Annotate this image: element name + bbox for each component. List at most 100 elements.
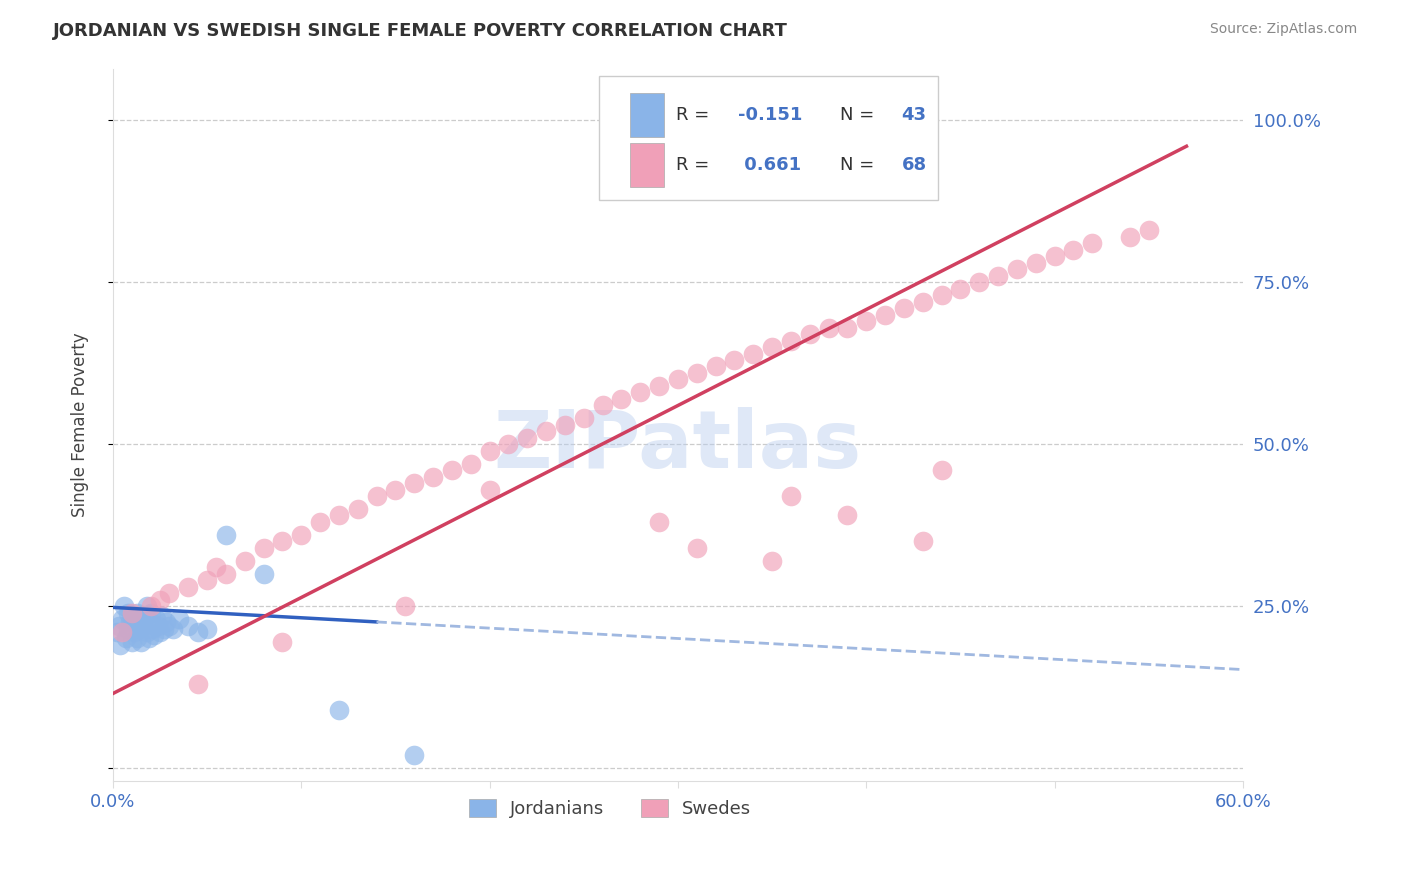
Point — [404, 748, 426, 763]
Point — [252, 541, 274, 555]
Point — [1119, 230, 1142, 244]
Point — [145, 612, 167, 626]
Point — [157, 586, 180, 600]
Point — [271, 634, 294, 648]
Text: R =: R = — [676, 156, 714, 174]
Point — [384, 483, 406, 497]
Bar — [630, 143, 665, 186]
Point — [422, 469, 444, 483]
Point — [111, 612, 134, 626]
Point — [122, 625, 145, 640]
Point — [516, 431, 538, 445]
Text: N =: N = — [839, 106, 880, 124]
Point — [686, 366, 709, 380]
Point — [1005, 262, 1028, 277]
Point — [132, 618, 155, 632]
Point — [252, 566, 274, 581]
Point — [135, 625, 157, 640]
Point — [592, 398, 614, 412]
Point — [177, 618, 200, 632]
Point — [139, 599, 162, 614]
Point — [780, 489, 803, 503]
Point — [177, 580, 200, 594]
Point — [911, 534, 934, 549]
Y-axis label: Single Female Poverty: Single Female Poverty — [72, 333, 89, 517]
Point — [129, 612, 152, 626]
Point — [149, 625, 172, 640]
Text: JORDANIAN VS SWEDISH SINGLE FEMALE POVERTY CORRELATION CHART: JORDANIAN VS SWEDISH SINGLE FEMALE POVER… — [53, 22, 789, 40]
Text: 68: 68 — [901, 156, 927, 174]
Point — [949, 282, 972, 296]
Text: Source: ZipAtlas.com: Source: ZipAtlas.com — [1209, 22, 1357, 37]
Text: 0.661: 0.661 — [738, 156, 801, 174]
Point — [187, 625, 209, 640]
Point — [761, 340, 783, 354]
Text: R =: R = — [676, 106, 714, 124]
Point — [723, 353, 745, 368]
Point — [117, 606, 139, 620]
Point — [155, 615, 177, 630]
Point — [837, 508, 859, 523]
Point — [648, 515, 671, 529]
Point — [128, 622, 150, 636]
Point — [111, 625, 134, 640]
Point — [149, 592, 172, 607]
Point — [460, 457, 482, 471]
Point — [124, 615, 146, 630]
Point — [127, 606, 149, 620]
Point — [742, 346, 765, 360]
Point — [117, 622, 139, 636]
Point — [139, 615, 162, 630]
Point — [134, 608, 156, 623]
Point — [666, 372, 689, 386]
Text: -0.151: -0.151 — [738, 106, 803, 124]
Point — [837, 320, 859, 334]
Point — [1137, 223, 1160, 237]
Point — [205, 560, 228, 574]
Point — [121, 608, 143, 623]
Point — [138, 632, 160, 646]
Point — [167, 612, 190, 626]
FancyBboxPatch shape — [599, 76, 938, 201]
Point — [118, 615, 141, 630]
Point — [875, 308, 897, 322]
Point — [135, 599, 157, 614]
Point — [187, 677, 209, 691]
Point — [328, 703, 350, 717]
Point — [478, 443, 501, 458]
Point — [105, 625, 128, 640]
Point — [572, 411, 595, 425]
Point — [534, 424, 557, 438]
Point — [1043, 249, 1066, 263]
Point — [686, 541, 709, 555]
Point — [817, 320, 839, 334]
Point — [328, 508, 350, 523]
Point — [780, 334, 803, 348]
Point — [107, 618, 129, 632]
Text: 43: 43 — [901, 106, 927, 124]
Point — [233, 554, 256, 568]
Point — [931, 463, 953, 477]
Point — [648, 379, 671, 393]
Point — [761, 554, 783, 568]
Point — [394, 599, 416, 614]
Point — [478, 483, 501, 497]
Point — [290, 528, 312, 542]
Point — [969, 275, 991, 289]
Point — [121, 634, 143, 648]
Point — [121, 606, 143, 620]
Point — [1081, 236, 1104, 251]
Point — [309, 515, 332, 529]
Point — [215, 528, 238, 542]
Point — [112, 599, 135, 614]
Point — [498, 437, 520, 451]
Point — [799, 327, 821, 342]
Point — [931, 288, 953, 302]
Point — [855, 314, 877, 328]
Point — [129, 634, 152, 648]
Point — [610, 392, 633, 406]
Point — [215, 566, 238, 581]
Point — [195, 622, 218, 636]
Text: ZIPatlas: ZIPatlas — [494, 407, 862, 485]
Point — [271, 534, 294, 549]
